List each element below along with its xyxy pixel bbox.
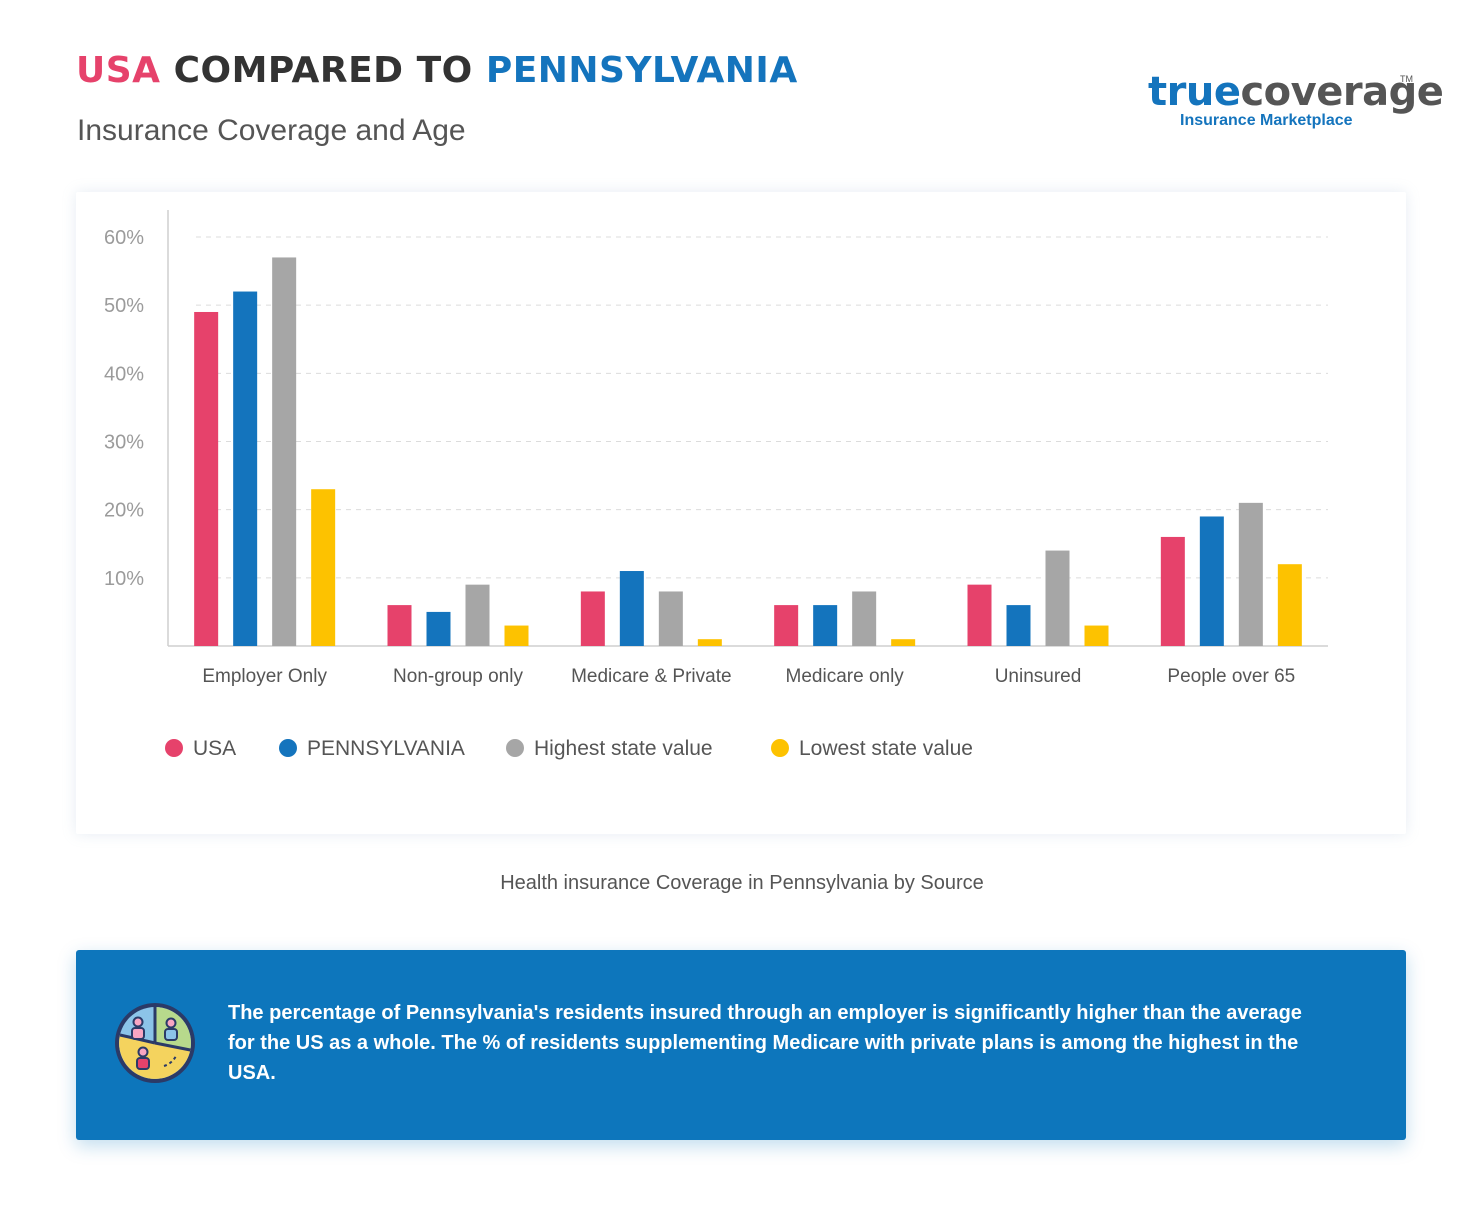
bar-lowest-state-value-3	[891, 639, 916, 646]
logo-true: true	[1148, 69, 1241, 115]
legend-marker	[279, 739, 297, 757]
bar-layer	[194, 257, 1302, 646]
info-box: The percentage of Pennsylvania's residen…	[76, 950, 1406, 1140]
legend-label: PENNSYLVANIA	[307, 737, 465, 760]
bar-usa-3	[774, 605, 799, 646]
chart-caption: Health insurance Coverage in Pennsylvani…	[500, 872, 984, 894]
legend-marker	[506, 739, 524, 757]
y-tick-label: 60%	[104, 227, 144, 249]
legend-label: USA	[193, 737, 236, 760]
bar-pennsylvania-3	[813, 605, 838, 646]
bar-lowest-state-value-1	[504, 625, 529, 646]
bar-highest-state-value-0	[272, 257, 297, 646]
title-usa: USA	[76, 50, 161, 91]
truecoverage-logo: truecoverage TM Insurance Marketplace	[1148, 70, 1444, 132]
bar-pennsylvania-0	[233, 291, 258, 646]
y-tick-label: 20%	[104, 500, 144, 522]
legend-marker	[165, 739, 183, 757]
y-tick-label: 30%	[104, 432, 144, 454]
logo-trademark: TM	[1400, 74, 1413, 84]
y-tick-label: 40%	[104, 363, 144, 385]
page-title: USA COMPARED TO PENNSYLVANIA	[76, 50, 798, 91]
bar-usa-2	[580, 591, 605, 646]
x-tick-label: Medicare & Private	[571, 666, 732, 687]
axis-layer: 10% 20% 30% 40% 50% 60%	[104, 210, 1328, 647]
chart-card: 10% 20% 30% 40% 50% 60% Employer Only Non-grou…	[76, 192, 1406, 834]
bar-pennsylvania-2	[619, 571, 644, 646]
x-axis-labels: Employer Only Non-group only Medicare & Pr…	[202, 666, 1295, 687]
bar-highest-state-value-5	[1238, 502, 1263, 646]
bar-usa-1	[387, 605, 412, 646]
bar-usa-5	[1160, 536, 1185, 646]
title-compared-to: COMPARED TO	[173, 50, 473, 91]
bar-lowest-state-value-4	[1084, 625, 1109, 646]
x-tick-label: Non-group only	[393, 666, 523, 687]
bar-lowest-state-value-5	[1277, 564, 1302, 646]
logo-wordmark: truecoverage	[1148, 69, 1444, 115]
legend-label: Lowest state value	[799, 737, 973, 760]
logo-coverage: coverage	[1240, 69, 1444, 115]
legend-marker	[771, 739, 789, 757]
grid-layer	[196, 236, 1328, 579]
bar-highest-state-value-3	[852, 591, 877, 646]
chart-legend: USA PENNSYLVANIA Highest state value Lowest…	[165, 737, 973, 760]
bar-lowest-state-value-2	[697, 639, 722, 646]
bar-highest-state-value-4	[1045, 550, 1070, 646]
x-tick-label: People over 65	[1167, 666, 1295, 687]
title-pennsylvania: PENNSYLVANIA	[485, 50, 798, 91]
x-tick-label: Employer Only	[202, 666, 327, 687]
bar-usa-0	[194, 311, 219, 646]
bar-highest-state-value-2	[658, 591, 683, 646]
age-groups-pie-icon	[115, 1003, 195, 1083]
y-tick-label: 10%	[104, 568, 144, 590]
info-text: The percentage of Pennsylvania's residen…	[228, 1002, 1302, 1084]
logo-tagline: Insurance Marketplace	[1180, 112, 1353, 129]
x-tick-label: Medicare only	[786, 666, 905, 687]
bar-lowest-state-value-0	[311, 489, 336, 646]
bar-usa-4	[967, 584, 992, 646]
y-tick-label: 50%	[104, 295, 144, 317]
bar-pennsylvania-5	[1199, 516, 1224, 646]
page-subtitle: Insurance Coverage and Age	[77, 114, 466, 147]
bar-pennsylvania-4	[1006, 605, 1031, 646]
x-tick-label: Uninsured	[995, 666, 1082, 687]
bar-pennsylvania-1	[426, 611, 451, 646]
bar-highest-state-value-1	[465, 584, 490, 646]
bar-chart: 10% 20% 30% 40% 50% 60% Employer Only Non-grou…	[104, 210, 1328, 760]
legend-label: Highest state value	[534, 737, 713, 760]
